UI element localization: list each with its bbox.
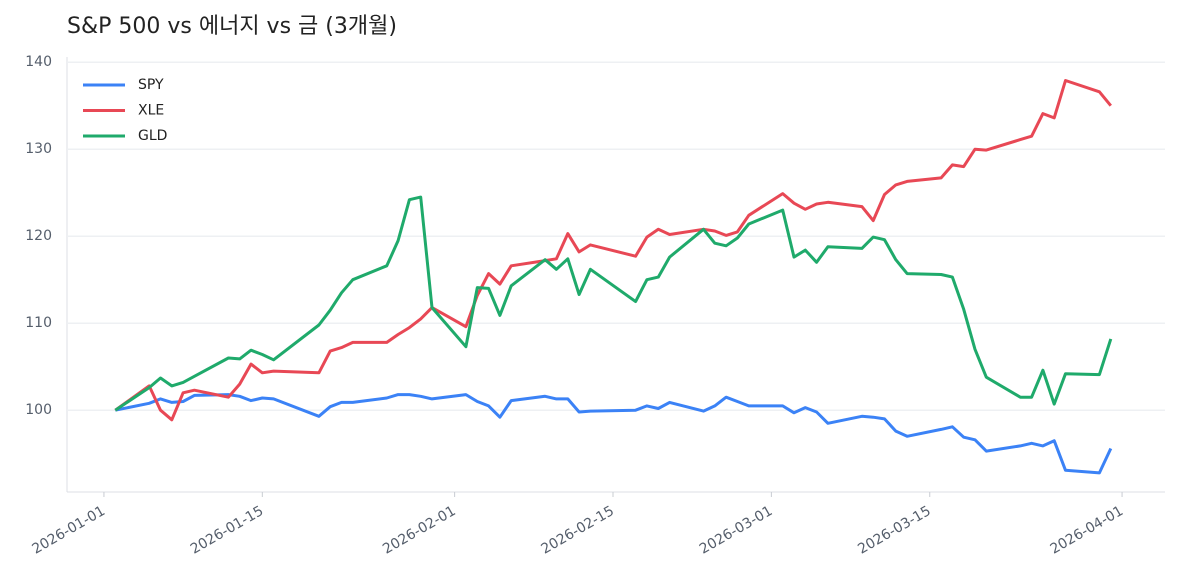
- series-line: [114, 195, 1113, 412]
- legend-label: GLD: [138, 128, 167, 144]
- y-tick-label: 130: [25, 141, 52, 157]
- y-tick-label: 120: [25, 228, 52, 244]
- chart-title: S&P 500 vs 에너지 vs 금 (3개월): [67, 14, 397, 39]
- x-tick-label: 2026-04-01: [1048, 503, 1126, 558]
- y-tick-label: 100: [25, 402, 52, 418]
- legend-label: XLE: [138, 103, 164, 119]
- x-tick-label: 2026-01-15: [188, 503, 266, 558]
- y-tick-label: 140: [25, 54, 52, 70]
- legend-label: SPY: [138, 77, 164, 93]
- x-tick-label: 2026-03-01: [697, 503, 775, 558]
- series-line: [114, 79, 1112, 422]
- x-tick-label: 2026-02-01: [380, 503, 458, 558]
- series-line: [115, 393, 1113, 475]
- x-tick-label: 2026-02-15: [539, 503, 617, 558]
- y-tick-label: 110: [25, 315, 52, 331]
- x-tick-label: 2026-01-01: [29, 503, 107, 558]
- x-tick-label: 2026-03-15: [855, 503, 933, 558]
